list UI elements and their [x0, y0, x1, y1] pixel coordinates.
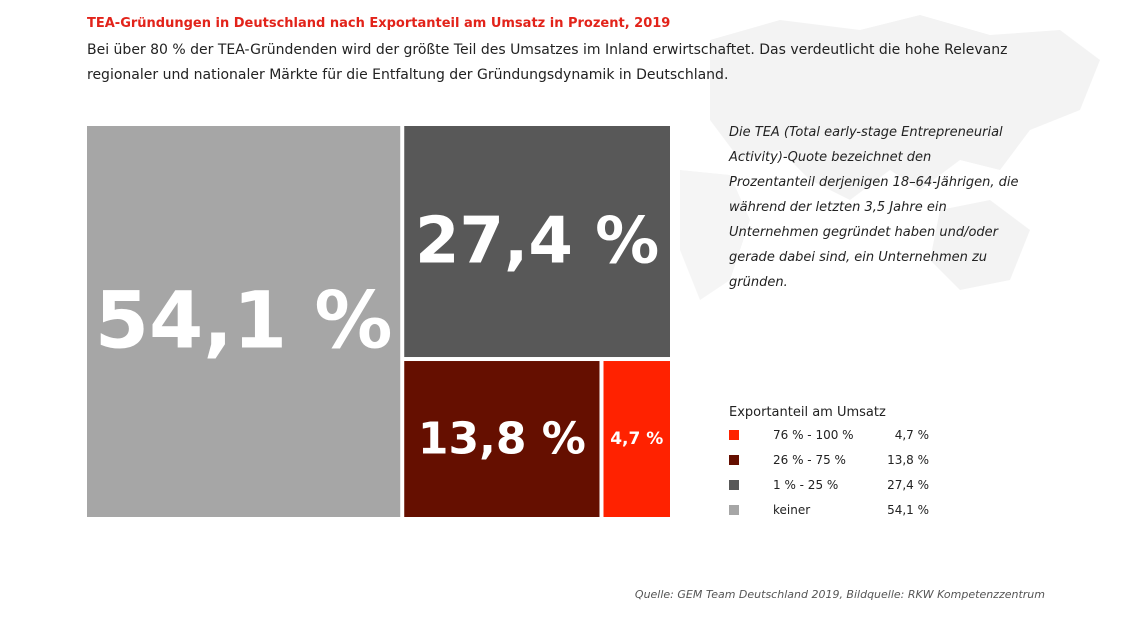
- tea-definition-note: Die TEA (Total early-stage Entrepreneuri…: [729, 125, 1019, 290]
- world-map-background: [680, 15, 1100, 300]
- treemap-label-keiner: 54,1 %: [95, 277, 393, 367]
- treemap-label-76-100: 4,7 %: [610, 429, 663, 449]
- legend-title: Exportanteil am Umsatz: [729, 405, 886, 420]
- legend-item-76-100: 76 % - 100 % 4,7 %: [729, 425, 959, 450]
- legend-item-1-25: 1 % - 25 % 27,4 %: [729, 475, 959, 500]
- legend-value-label: 54,1 %: [887, 503, 929, 517]
- treemap-label-26-75: 13,8 %: [418, 414, 586, 465]
- legend-value-label: 13,8 %: [887, 453, 929, 467]
- legend-item-keiner: keiner 54,1 %: [729, 500, 959, 525]
- legend-range-label: keiner: [773, 503, 811, 517]
- legend-value-label: 4,7 %: [894, 428, 929, 442]
- legend-value-label: 27,4 %: [887, 478, 929, 492]
- chart-title: TEA-Gründungen in Deutschland nach Expor…: [87, 16, 671, 31]
- source-note: Quelle: GEM Team Deutschland 2019, Bildq…: [634, 588, 1045, 601]
- treemap-label-1-25: 27,4 %: [415, 205, 659, 279]
- legend-range-label: 26 % - 75 %: [773, 453, 846, 467]
- legend-range-label: 1 % - 25 %: [773, 478, 839, 492]
- treemap-tile-keiner: [87, 126, 401, 517]
- legend-swatch-26-75: [729, 455, 739, 465]
- treemap-tile-1-25: [404, 126, 670, 358]
- legend-range-label: 76 % - 100 %: [773, 428, 854, 442]
- chart-subtitle: Bei über 80 % der TEA-Gründenden wird de…: [87, 42, 1008, 83]
- legend-swatch-keiner: [729, 505, 739, 515]
- legend-swatch-1-25: [729, 480, 739, 490]
- legend-swatch-76-100: [729, 430, 739, 440]
- treemap-tile-76-100: [603, 361, 670, 517]
- legend: Exportanteil am Umsatz 76 % - 100 % 4,7 …: [729, 403, 959, 525]
- treemap-tile-26-75: [404, 361, 600, 517]
- legend-item-26-75: 26 % - 75 % 13,8 %: [729, 450, 959, 475]
